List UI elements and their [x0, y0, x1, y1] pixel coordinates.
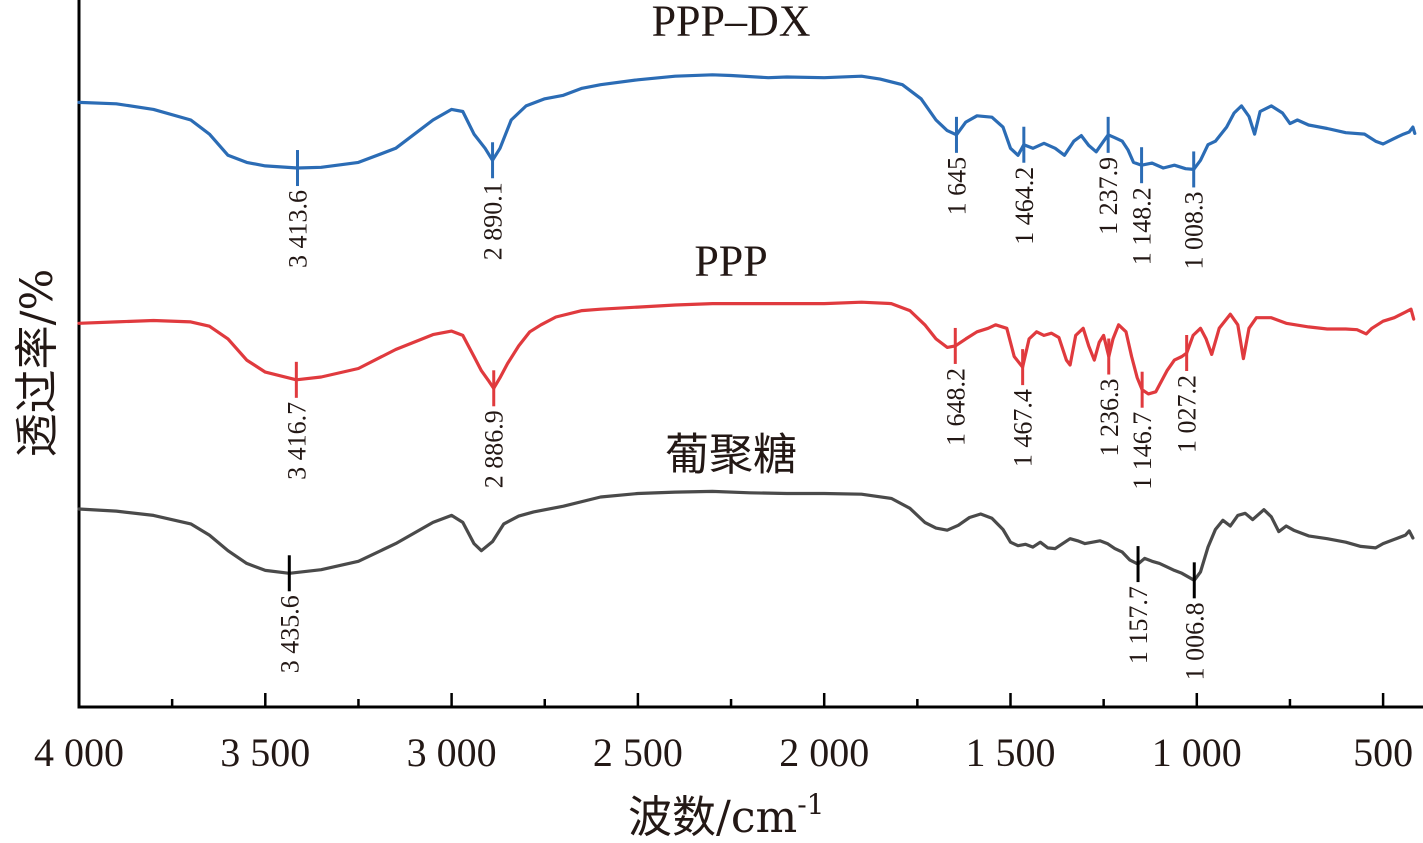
peak-markers — [287, 116, 1196, 599]
peak-label: 1 237.9 — [1094, 157, 1123, 235]
x-ticks — [170, 693, 1385, 707]
peak-label: 1 645 — [942, 157, 971, 216]
peak-label: 1 464.2 — [1010, 167, 1039, 245]
x-tick-labels: 4 000 3 500 3 000 2 500 2 000 1 500 1 000 500 — [34, 730, 1413, 775]
peak-label: 1 148.2 — [1128, 187, 1157, 265]
y-axis-title: 透过率/% — [12, 269, 63, 458]
series-line-葡聚糖 — [77, 489, 1415, 582]
x-tick-label: 2 000 — [779, 730, 869, 775]
x-axis-title: 波数/cm-1 — [628, 788, 824, 843]
peak-label: 2 890.1 — [479, 182, 508, 260]
peak-labels: 3 413.6 2 890.1 1 645 1 464.2 1 237.9 1 148.2… — [275, 157, 1209, 680]
x-tick-label: 3 000 — [407, 730, 497, 775]
series-label: 葡聚糖 — [665, 430, 797, 479]
x-tick-label: 3 500 — [220, 730, 310, 775]
peak-label: 3 413.6 — [283, 190, 312, 268]
peak-label: 1 236.3 — [1095, 379, 1124, 457]
peak-label: 1 648.2 — [941, 368, 970, 446]
x-tick-label: 2 500 — [593, 730, 683, 775]
peak-label: 1 008.3 — [1180, 191, 1209, 269]
peak-label: 3 416.7 — [282, 402, 311, 480]
peak-label: 1 157.7 — [1124, 586, 1153, 664]
x-tick-label: 500 — [1353, 730, 1413, 775]
x-tick-label: 4 000 — [34, 730, 124, 775]
series-line-PPP — [77, 300, 1416, 396]
series-labels: PPP–DX PPP 葡聚糖 — [652, 0, 811, 479]
peak-label: 2 886.9 — [480, 410, 509, 488]
peak-label: 1 467.4 — [1009, 389, 1038, 467]
series-line-PPP-DX — [77, 73, 1417, 171]
x-tick-label: 1 500 — [966, 730, 1056, 775]
series-lines — [77, 73, 1417, 582]
peak-label: 1 027.2 — [1173, 375, 1202, 453]
peak-label: 3 435.6 — [275, 595, 304, 673]
series-label: PPP–DX — [652, 0, 811, 45]
x-tick-label: 1 000 — [1152, 730, 1242, 775]
peak-label: 1 146.7 — [1128, 412, 1157, 490]
x-axis-title-base: 波数/cm — [628, 792, 797, 843]
x-axis-title-superscript: -1 — [797, 788, 824, 821]
peak-label: 1 006.8 — [1180, 602, 1209, 680]
series-label: PPP — [694, 236, 767, 285]
axes — [77, 0, 1423, 709]
